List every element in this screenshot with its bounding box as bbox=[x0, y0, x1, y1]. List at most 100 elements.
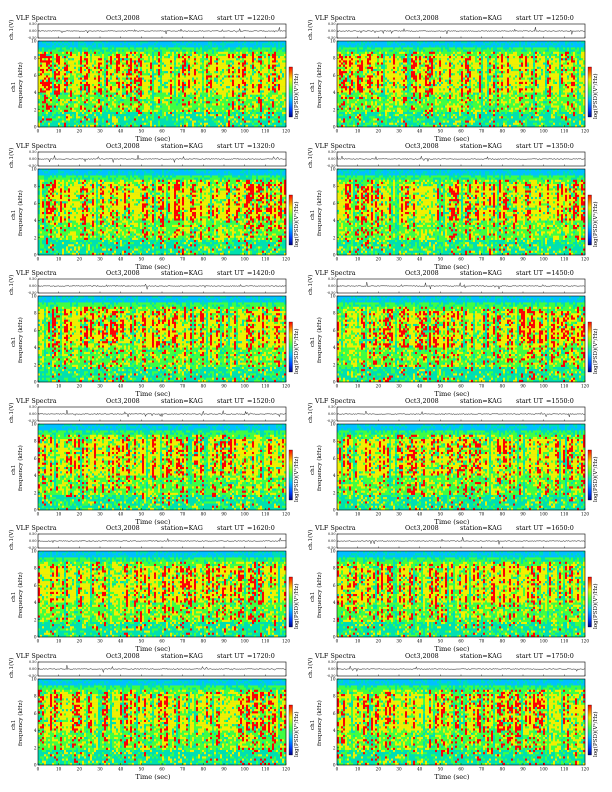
amplitude-trace bbox=[37, 154, 287, 163]
time-tick-label: 90 bbox=[520, 766, 526, 771]
time-tick-label: 10 bbox=[355, 256, 361, 261]
spectrogram-panel-left-3: VLF Spectra Oct3,2008 station=KAG start UT =… bbox=[8, 269, 300, 398]
time-tick-label: 120 bbox=[581, 639, 589, 644]
frequency-tick-label: 6 bbox=[34, 200, 37, 205]
time-tick-label: 80 bbox=[201, 256, 207, 261]
time-tick-label: 0 bbox=[37, 384, 40, 389]
time-tick-label: 20 bbox=[376, 256, 382, 261]
panel-start-label: start UT bbox=[516, 652, 543, 660]
time-tick-label: 70 bbox=[479, 511, 485, 516]
frequency-tick-label: 6 bbox=[34, 455, 37, 460]
panel-start-ut: =1250:0 bbox=[546, 14, 574, 22]
time-tick-label: 60 bbox=[159, 129, 165, 134]
time-tick-label: 0 bbox=[37, 129, 40, 134]
frequency-tick-label: 8 bbox=[333, 693, 336, 698]
frequency-tick-label: 4 bbox=[333, 473, 336, 478]
frequency-axis-label: frequency (kHz) bbox=[18, 62, 24, 108]
frequency-tick-label: 8 bbox=[34, 693, 37, 698]
colorbar-label: log(PSD)(V²/Hz) bbox=[593, 328, 599, 374]
time-tick-label: 40 bbox=[417, 129, 423, 134]
time-tick-label: 80 bbox=[201, 766, 207, 771]
panel-start-ut: =1520:0 bbox=[247, 397, 275, 405]
time-tick-label: 50 bbox=[438, 129, 444, 134]
colorbar bbox=[288, 66, 293, 118]
frequency-tick-label: 2 bbox=[333, 745, 336, 750]
panel-station: station=KAG bbox=[460, 397, 502, 405]
channel-tag-label: ch1 bbox=[310, 337, 316, 347]
time-tick-label: 30 bbox=[396, 256, 402, 261]
time-tick-label: 30 bbox=[97, 639, 103, 644]
time-tick-label: 10 bbox=[56, 384, 62, 389]
time-tick-label: 50 bbox=[139, 639, 145, 644]
time-axis-label: Time (sec) bbox=[407, 645, 497, 653]
amplitude-tick-label: 0.50 bbox=[29, 277, 37, 281]
frequency-tick-label: 10 bbox=[31, 421, 37, 426]
time-tick-label: 100 bbox=[241, 511, 249, 516]
channel-tag-label: ch1 bbox=[11, 209, 17, 219]
panel-title-app: VLF Spectra bbox=[315, 269, 356, 277]
time-tick-label: 50 bbox=[438, 256, 444, 261]
time-tick-label: 100 bbox=[241, 384, 249, 389]
amplitude-tick-label: 0.50 bbox=[29, 660, 37, 664]
panel-title-app: VLF Spectra bbox=[315, 397, 356, 405]
time-tick-label: 20 bbox=[77, 511, 83, 516]
time-tick-label: 110 bbox=[560, 511, 568, 516]
time-tick-label: 90 bbox=[221, 129, 227, 134]
panel-date: Oct3,2008 bbox=[405, 397, 439, 405]
time-tick-label: 20 bbox=[376, 766, 382, 771]
channel-tag-label: ch1 bbox=[310, 209, 316, 219]
frequency-tick-label: 2 bbox=[333, 107, 336, 112]
frequency-axis-label: frequency (kHz) bbox=[317, 700, 323, 746]
amplitude-trace bbox=[37, 283, 287, 290]
panel-date: Oct3,2008 bbox=[405, 652, 439, 660]
time-tick-label: 100 bbox=[540, 384, 548, 389]
time-tick-label: 40 bbox=[118, 511, 124, 516]
frequency-tick-label: 6 bbox=[333, 710, 336, 715]
time-tick-label: 90 bbox=[520, 639, 526, 644]
time-tick-label: 60 bbox=[159, 511, 165, 516]
time-tick-label: 120 bbox=[581, 129, 589, 134]
frequency-tick-label: 0 bbox=[34, 252, 37, 257]
amplitude-tick-label: 0.00 bbox=[29, 539, 37, 543]
amplitude-trace bbox=[336, 409, 586, 417]
colorbar-label: log(PSD)(V²/Hz) bbox=[593, 711, 599, 757]
channel-tag-label: ch1 bbox=[11, 82, 17, 92]
panel-start-ut: =1220:0 bbox=[247, 14, 275, 22]
panel-start-ut: =1350:0 bbox=[546, 142, 574, 150]
channel-axis-label: ch.1(V) bbox=[9, 657, 15, 677]
time-tick-label: 110 bbox=[560, 129, 568, 134]
time-tick-label: 50 bbox=[139, 256, 145, 261]
time-tick-label: 100 bbox=[241, 256, 249, 261]
channel-tag-label: ch1 bbox=[310, 719, 316, 729]
spectrogram-panel-left-5: VLF Spectra Oct3,2008 station=KAG start UT =… bbox=[8, 524, 300, 653]
colorbar bbox=[288, 321, 293, 373]
time-tick-label: 30 bbox=[396, 129, 402, 134]
time-axis-label: Time (sec) bbox=[108, 645, 198, 653]
panel-start-label: start UT bbox=[217, 142, 244, 150]
time-tick-label: 120 bbox=[581, 511, 589, 516]
frequency-tick-label: 0 bbox=[333, 380, 336, 385]
time-tick-label: 80 bbox=[500, 766, 506, 771]
time-tick-label: 0 bbox=[336, 766, 339, 771]
frequency-tick-label: 6 bbox=[34, 328, 37, 333]
time-axis-label: Time (sec) bbox=[407, 773, 497, 781]
channel-axis-label: ch.1(V) bbox=[308, 530, 314, 550]
time-tick-label: 100 bbox=[540, 766, 548, 771]
time-axis-label: Time (sec) bbox=[407, 135, 497, 143]
colorbar bbox=[587, 576, 592, 628]
panel-date: Oct3,2008 bbox=[405, 142, 439, 150]
panel-title-app: VLF Spectra bbox=[16, 524, 57, 532]
frequency-tick-label: 0 bbox=[34, 507, 37, 512]
time-tick-label: 60 bbox=[458, 256, 464, 261]
frequency-tick-label: 6 bbox=[333, 455, 336, 460]
time-tick-label: 70 bbox=[479, 384, 485, 389]
frequency-tick-label: 2 bbox=[333, 362, 336, 367]
frequency-tick-label: 6 bbox=[333, 200, 336, 205]
time-tick-label: 40 bbox=[118, 384, 124, 389]
time-tick-label: 70 bbox=[180, 256, 186, 261]
